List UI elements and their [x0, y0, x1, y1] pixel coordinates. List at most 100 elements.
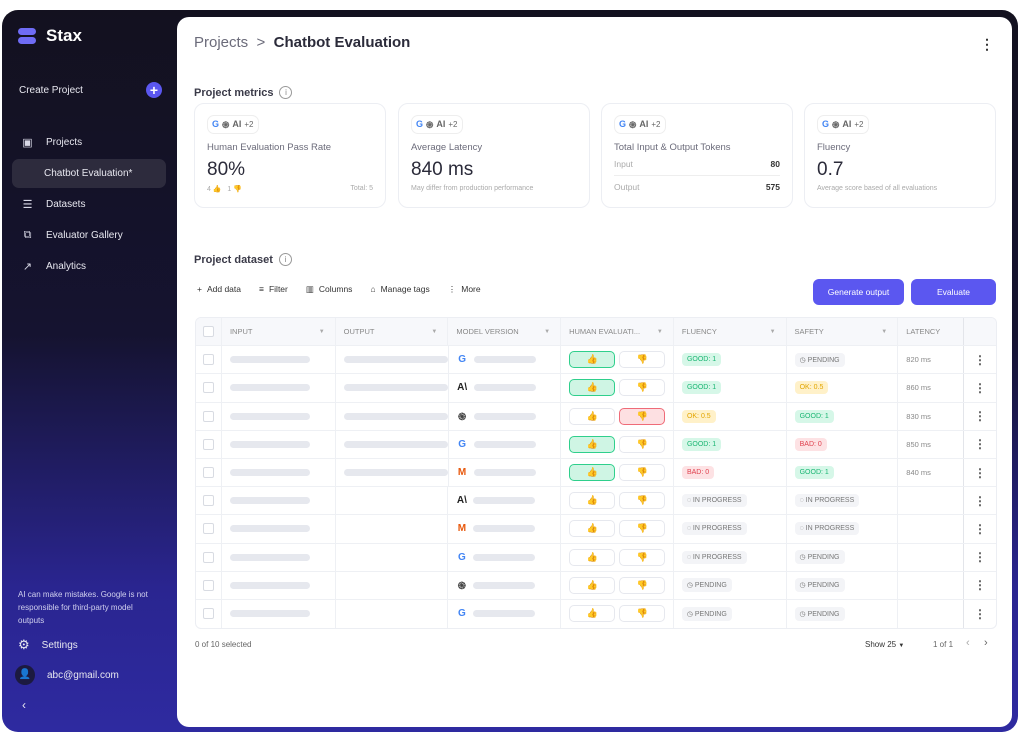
thumbs-down-button[interactable]: 👎 [619, 435, 666, 453]
column-header-latency[interactable]: LATENCY [898, 318, 965, 346]
input-cell[interactable] [222, 515, 336, 543]
more-options-icon[interactable]: ⋮ [980, 36, 994, 52]
filter-button[interactable]: ≡ Filter [259, 284, 288, 295]
settings-button[interactable]: ⚙ Settings [18, 637, 78, 653]
thumbs-up-button[interactable]: 👍 [569, 464, 616, 482]
sidebar-item-datasets[interactable]: ☰ Datasets [12, 190, 166, 219]
column-header-safety[interactable]: SAFETY ▼ [787, 318, 899, 346]
thumbs-down-button[interactable]: 👎 [619, 492, 666, 510]
row-actions-icon[interactable]: ⋮ [974, 493, 987, 508]
thumbs-up-button[interactable]: 👍 [569, 605, 616, 623]
row-checkbox[interactable] [202, 551, 214, 563]
row-checkbox[interactable] [202, 523, 214, 535]
user-account[interactable]: 👤 abc@gmail.com [15, 665, 119, 685]
thumbs-up-button[interactable]: 👍 [569, 379, 616, 397]
thumbs-up-button[interactable]: 👍 [569, 351, 616, 369]
next-page-button[interactable]: › [984, 637, 988, 649]
row-actions-icon[interactable]: ⋮ [974, 352, 987, 367]
row-checkbox[interactable] [202, 382, 214, 394]
page-size-select[interactable]: Show 25 ▼ [865, 640, 904, 649]
latency-cell: 820 ms [898, 346, 965, 374]
row-checkbox[interactable] [202, 410, 214, 422]
thumbs-up-button[interactable]: 👍 [569, 407, 616, 425]
thumbs-down-button[interactable]: 👎 [619, 464, 666, 482]
add-data-button[interactable]: + Add data [197, 284, 241, 295]
row-actions-icon[interactable]: ⋮ [974, 409, 987, 424]
row-actions-icon[interactable]: ⋮ [974, 465, 987, 480]
create-project-button[interactable]: Create Project + [19, 82, 162, 98]
sidebar-item-analytics[interactable]: ↗ Analytics [12, 252, 166, 281]
info-icon[interactable]: i [278, 253, 292, 266]
column-header-human-eval[interactable]: HUMAN EVALUATI... ▼ [561, 318, 674, 346]
output-cell[interactable] [336, 515, 449, 543]
generate-output-button[interactable]: Generate output [813, 279, 904, 305]
row-actions-icon[interactable]: ⋮ [974, 606, 987, 621]
output-cell[interactable] [336, 487, 449, 515]
output-cell[interactable] [336, 402, 449, 430]
sidebar-item-projects[interactable]: ▣ Projects [12, 128, 166, 157]
thumbs-up-button[interactable]: 👍 [569, 576, 616, 594]
column-header-fluency[interactable]: FLUENCY ▼ [674, 318, 787, 346]
output-placeholder [343, 440, 448, 448]
columns-icon: ▥ [305, 284, 314, 294]
fluency-cell: ◌ IN PROGRESS [674, 515, 787, 543]
output-cell[interactable] [336, 430, 449, 458]
column-header-model[interactable]: MODEL VERSION ▼ [448, 318, 562, 346]
safety-badge: ◷ PENDING [794, 352, 845, 367]
input-cell[interactable] [222, 599, 336, 629]
row-checkbox[interactable] [202, 495, 214, 507]
columns-button[interactable]: ▥ Columns [306, 284, 353, 295]
logo[interactable]: Stax [18, 26, 82, 46]
sidebar-item-chatbot-evaluation[interactable]: Chatbot Evaluation* [12, 159, 166, 188]
prev-page-button[interactable]: ‹ [966, 637, 970, 649]
manage-tags-button[interactable]: ⌂ Manage tags [370, 284, 429, 295]
column-header-input[interactable]: INPUT ▼ [222, 318, 336, 346]
breadcrumb: Projects > Chatbot Evaluation [194, 34, 410, 51]
thumbs-down-button[interactable]: 👎 [619, 576, 666, 594]
output-cell[interactable] [336, 458, 449, 487]
thumbs-up-button[interactable]: 👍 [569, 520, 616, 538]
select-all-checkbox[interactable] [202, 326, 214, 338]
input-cell[interactable] [222, 543, 336, 571]
fluency-badge: ◷ PENDING [681, 606, 732, 621]
row-actions-icon[interactable]: ⋮ [974, 578, 987, 593]
thumbs-up-button[interactable]: 👍 [569, 548, 616, 566]
thumbs-down-button[interactable]: 👎 [619, 520, 666, 538]
output-cell[interactable] [336, 599, 449, 629]
thumbs-down-button[interactable]: 👎 [619, 379, 666, 397]
output-cell[interactable] [336, 543, 449, 571]
input-cell[interactable] [222, 430, 336, 458]
breadcrumb-projects[interactable]: Projects [194, 34, 249, 51]
output-cell[interactable] [336, 346, 449, 374]
more-button[interactable]: ⋮ More [448, 284, 481, 295]
row-checkbox[interactable] [202, 579, 214, 591]
thumbs-up-button[interactable]: 👍 [569, 492, 616, 510]
input-cell[interactable] [222, 571, 336, 599]
collapse-sidebar-button[interactable]: ‹ [22, 698, 26, 712]
sidebar-item-evaluator-gallery[interactable]: ⧉ Evaluator Gallery [12, 221, 166, 250]
row-actions-icon[interactable]: ⋮ [974, 521, 987, 536]
thumbs-down-button[interactable]: 👎 [619, 351, 666, 369]
input-cell[interactable] [222, 374, 336, 402]
thumbs-down-button[interactable]: 👎 [619, 548, 666, 566]
input-cell[interactable] [222, 346, 336, 374]
row-actions-icon[interactable]: ⋮ [974, 380, 987, 395]
thumbs-down-button[interactable]: 👎 [619, 605, 666, 623]
row-actions-icon[interactable]: ⋮ [974, 437, 987, 452]
row-actions-icon[interactable]: ⋮ [974, 550, 987, 565]
evaluate-button[interactable]: Evaluate [911, 279, 996, 305]
input-cell[interactable] [222, 487, 336, 515]
output-cell[interactable] [336, 374, 449, 402]
row-checkbox[interactable] [202, 467, 214, 479]
row-checkbox[interactable] [202, 438, 214, 450]
row-checkbox[interactable] [202, 608, 214, 620]
info-icon[interactable]: i [279, 86, 293, 99]
input-cell[interactable] [222, 402, 336, 430]
row-checkbox[interactable] [202, 354, 214, 366]
thumbs-up-button[interactable]: 👍 [569, 435, 616, 453]
latency-cell: 860 ms [898, 374, 965, 402]
column-header-output[interactable]: OUTPUT ▼ [336, 318, 449, 346]
output-cell[interactable] [336, 571, 449, 599]
thumbs-down-button[interactable]: 👎 [619, 407, 666, 425]
input-cell[interactable] [222, 458, 336, 487]
